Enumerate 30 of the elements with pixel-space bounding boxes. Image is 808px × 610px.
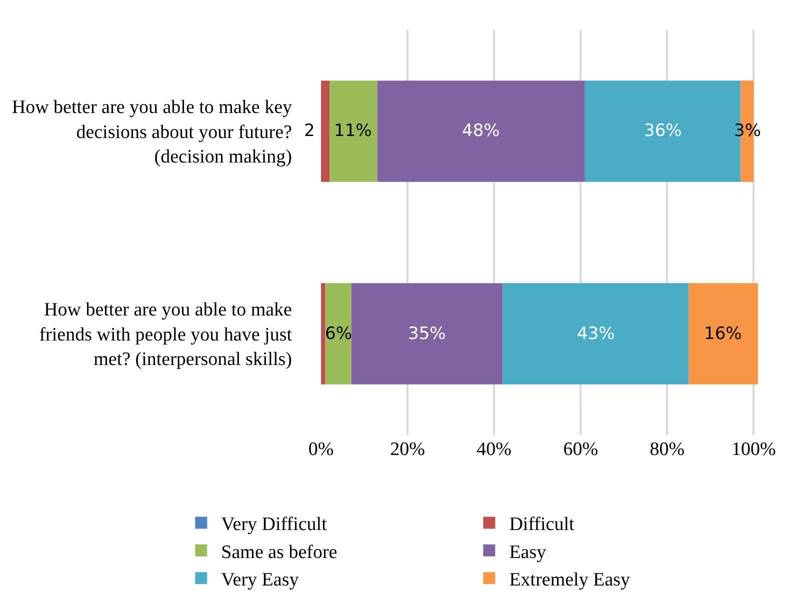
bar <box>351 283 503 384</box>
legend-label: Extremely Easy <box>509 570 631 591</box>
bar <box>321 283 326 384</box>
bar <box>502 283 689 384</box>
legend-label: Very Difficult <box>221 514 328 536</box>
x-tick-label: 100% <box>732 439 776 460</box>
bar <box>321 80 330 182</box>
data-label: 11% <box>334 121 372 141</box>
data-label: 2 <box>304 121 315 141</box>
bar <box>688 283 758 384</box>
x-tick-label: 60% <box>563 439 598 460</box>
x-tick-label: 0% <box>308 439 334 460</box>
legend-label: Very Easy <box>221 570 300 591</box>
x-tick-label: 80% <box>650 439 685 460</box>
y-tick-label: How better are you able to make key decisions about your future? (decision making) <box>12 97 292 168</box>
y-tick-label: How better are you able to make friends with people you have just met? (interpersonal skills) <box>39 300 293 370</box>
data-label: 36% <box>644 121 682 141</box>
legend-label: Difficult <box>509 514 575 536</box>
data-label: 48% <box>462 121 500 141</box>
bar <box>325 283 352 384</box>
data-label: 16% <box>704 324 742 344</box>
data-label: 43% <box>577 324 615 344</box>
data-label: 35% <box>408 324 446 344</box>
x-tick-label: 40% <box>476 439 512 460</box>
data-label: 6% <box>325 324 352 344</box>
legend-label: Easy <box>509 542 547 563</box>
bar <box>377 80 585 182</box>
legend-label: Same as before <box>221 542 338 563</box>
x-tick-label: 20% <box>390 439 426 460</box>
bar <box>330 80 378 182</box>
